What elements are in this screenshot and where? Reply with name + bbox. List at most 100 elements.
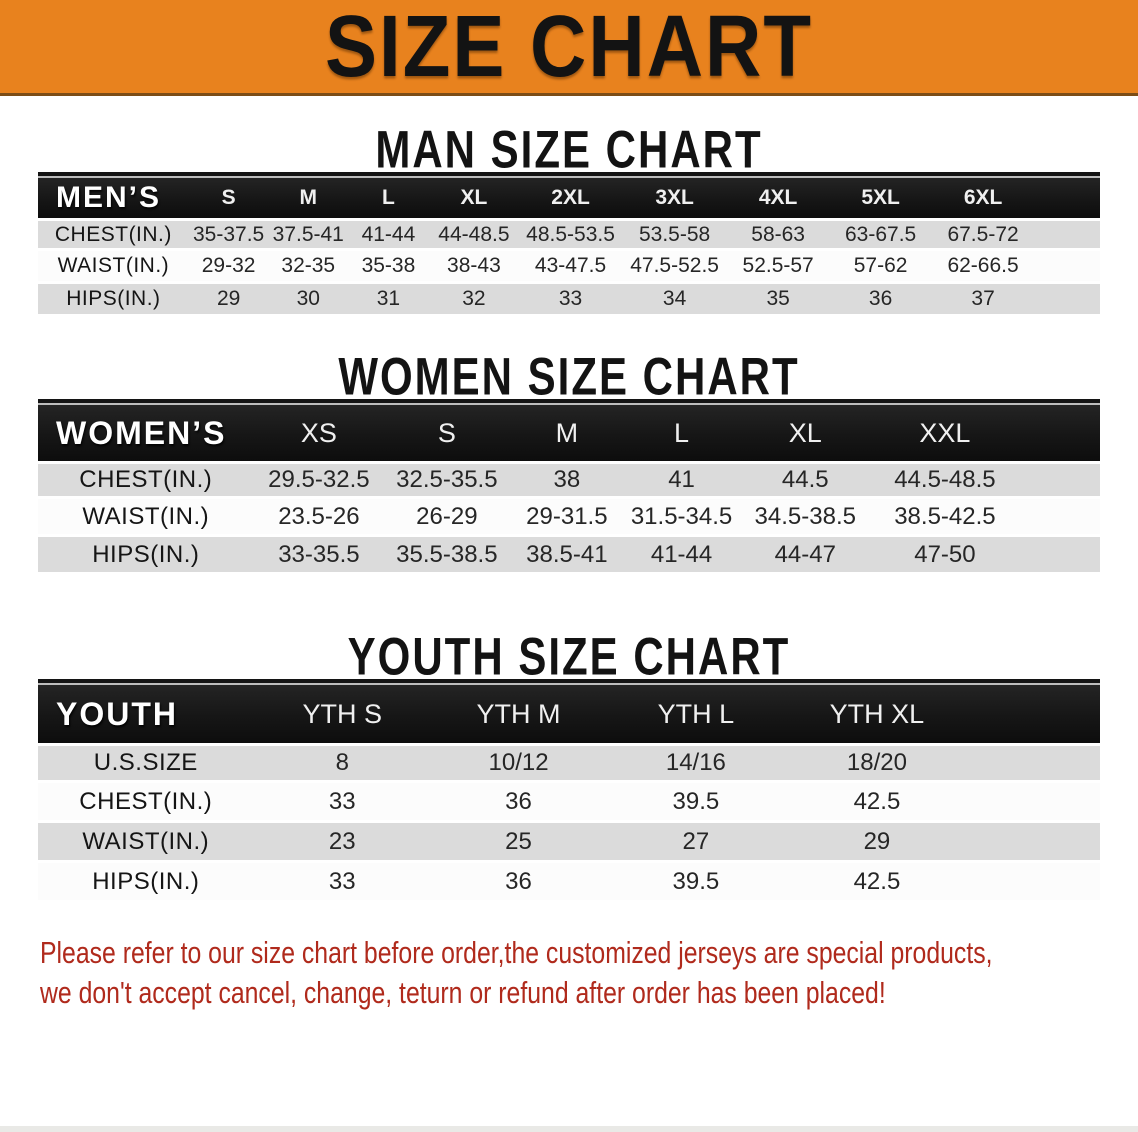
men-chest-row: CHEST(IN.) 35-37.5 37.5-41 41-44 44-48.5… [38, 218, 1100, 251]
size-cell: 29-31.5 [509, 499, 625, 537]
size-col-header: L [624, 403, 739, 461]
women-size-table: WOMEN’S XS S M L XL XXL CHEST(IN.) 29.5-… [38, 399, 1100, 575]
size-cell: 36 [430, 863, 607, 903]
row-label: HIPS(IN.) [38, 537, 254, 575]
cell-filler [1018, 499, 1100, 537]
size-cell: 47.5-52.5 [622, 251, 728, 284]
row-label: CHEST(IN.) [38, 461, 254, 499]
notice-line-2: we don't accept cancel, change, teturn o… [40, 975, 886, 1010]
size-cell: 39.5 [606, 863, 786, 903]
men-waist-row: WAIST(IN.) 29-32 32-35 35-38 38-43 43-47… [38, 251, 1100, 284]
youth-ussize-row: U.S.SIZE 8 10/12 14/16 18/20 [38, 743, 1100, 783]
youth-waist-row: WAIST(IN.) 23 25 27 29 [38, 823, 1100, 863]
women-table-label: WOMEN’S [38, 403, 254, 461]
size-cell: 32-35 [268, 251, 349, 284]
size-cell: 23.5-26 [253, 499, 385, 537]
youth-table-label: YOUTH [38, 683, 254, 743]
row-label: WAIST(IN.) [38, 251, 189, 284]
size-col-header: M [509, 403, 625, 461]
size-cell: 63-67.5 [829, 218, 933, 251]
size-col-header: S [384, 403, 510, 461]
size-cell: 33 [253, 783, 431, 823]
size-cell: 29 [188, 284, 269, 317]
women-chest-row: CHEST(IN.) 29.5-32.5 32.5-35.5 38 41 44.… [38, 461, 1100, 499]
size-cell: 67.5-72 [932, 218, 1035, 251]
size-cell: 41 [624, 461, 739, 499]
cell-filler [1034, 218, 1100, 251]
size-col-header: 5XL [829, 176, 933, 218]
row-label: CHEST(IN.) [38, 218, 189, 251]
youth-section: YOUTH SIZE CHART YOUTH YTH S YTH M YTH L… [0, 627, 1138, 903]
size-cell: 29.5-32.5 [253, 461, 385, 499]
size-cell: 37.5-41 [268, 218, 349, 251]
men-section: MAN SIZE CHART MEN’S S M L XL 2XL 3XL 4X… [0, 120, 1138, 317]
size-cell: 29-32 [188, 251, 269, 284]
size-cell: 35.5-38.5 [384, 537, 510, 575]
size-cell: 36 [829, 284, 933, 317]
size-cell: 23 [253, 823, 431, 863]
cell-filler [968, 863, 1100, 903]
size-cell: 10/12 [430, 743, 607, 783]
size-cell: 26-29 [384, 499, 510, 537]
size-col-header: 2XL [519, 176, 623, 218]
size-cell: 33-35.5 [253, 537, 385, 575]
size-col-header: YTH L [606, 683, 786, 743]
size-col-header: XL [428, 176, 520, 218]
women-hips-row: HIPS(IN.) 33-35.5 35.5-38.5 38.5-41 41-4… [38, 537, 1100, 575]
size-col-header: YTH S [253, 683, 431, 743]
women-section-title-text: WOMEN SIZE CHART [338, 347, 800, 406]
size-col-header: 4XL [727, 176, 830, 218]
size-cell: 8 [253, 743, 431, 783]
men-table-label: MEN’S [38, 176, 189, 218]
size-cell: 42.5 [785, 783, 969, 823]
size-cell: 29 [785, 823, 969, 863]
size-col-header: L [348, 176, 429, 218]
row-label: HIPS(IN.) [38, 863, 254, 903]
row-label: U.S.SIZE [38, 743, 254, 783]
women-section: WOMEN SIZE CHART WOMEN’S XS S M L XL XXL… [0, 347, 1138, 575]
size-cell: 38.5-41 [509, 537, 625, 575]
women-header-row: WOMEN’S XS S M L XL XXL [38, 403, 1100, 461]
size-cell: 58-63 [727, 218, 830, 251]
cell-filler [968, 783, 1100, 823]
size-cell: 14/16 [606, 743, 786, 783]
size-col-header: S [188, 176, 269, 218]
youth-size-table: YOUTH YTH S YTH M YTH L YTH XL U.S.SIZE … [38, 679, 1100, 903]
size-cell: 32 [428, 284, 520, 317]
men-section-title-text: MAN SIZE CHART [375, 120, 763, 179]
youth-header-row: YOUTH YTH S YTH M YTH L YTH XL [38, 683, 1100, 743]
youth-section-title-text: YOUTH SIZE CHART [347, 627, 791, 686]
size-cell: 35-37.5 [188, 218, 269, 251]
size-cell: 57-62 [829, 251, 933, 284]
size-cell: 30 [268, 284, 349, 317]
header-filler [1018, 403, 1100, 461]
size-cell: 48.5-53.5 [519, 218, 623, 251]
row-label: WAIST(IN.) [38, 499, 254, 537]
size-col-header: YTH M [430, 683, 607, 743]
size-cell: 34.5-38.5 [738, 499, 872, 537]
size-cell: 41-44 [624, 537, 739, 575]
women-section-title: WOMEN SIZE CHART [0, 347, 1138, 406]
size-cell: 41-44 [348, 218, 429, 251]
men-header-row: MEN’S S M L XL 2XL 3XL 4XL 5XL 6XL [38, 176, 1100, 218]
size-cell: 31.5-34.5 [624, 499, 739, 537]
size-cell: 43-47.5 [519, 251, 623, 284]
cell-filler [968, 743, 1100, 783]
cell-filler [1034, 251, 1100, 284]
size-col-header: XL [738, 403, 872, 461]
men-section-title: MAN SIZE CHART [0, 120, 1138, 179]
cell-filler [1034, 284, 1100, 317]
size-cell: 32.5-35.5 [384, 461, 510, 499]
size-cell: 34 [622, 284, 728, 317]
row-label: WAIST(IN.) [38, 823, 254, 863]
women-waist-row: WAIST(IN.) 23.5-26 26-29 29-31.5 31.5-34… [38, 499, 1100, 537]
size-cell: 35 [727, 284, 830, 317]
size-cell: 33 [519, 284, 623, 317]
notice-line-1: Please refer to our size chart before or… [40, 935, 993, 970]
size-col-header: 6XL [932, 176, 1035, 218]
size-col-header: XXL [871, 403, 1019, 461]
page-title: SIZE CHART [325, 0, 813, 96]
banner: SIZE CHART [0, 0, 1138, 96]
size-cell: 36 [430, 783, 607, 823]
size-cell: 42.5 [785, 863, 969, 903]
